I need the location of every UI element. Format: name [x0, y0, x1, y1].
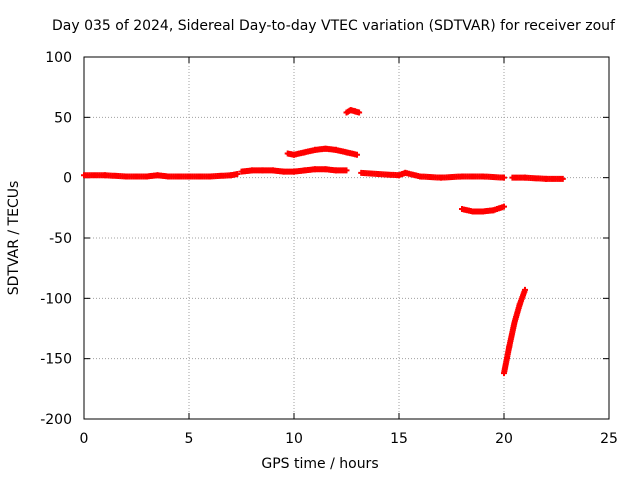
- y-tick-label: 0: [63, 171, 72, 187]
- x-axis-label: GPS time / hours: [261, 456, 379, 472]
- plus-marker: [234, 171, 241, 178]
- y-tick-label: 50: [54, 110, 72, 126]
- axis-ticks: 0 5 10 15 20 25 -200 -150 -100 -50 0 50 100: [40, 50, 618, 447]
- plus-marker: [559, 175, 566, 182]
- plus-marker: [522, 286, 528, 293]
- plus-marker: [356, 109, 363, 116]
- plus-marker: [354, 151, 360, 158]
- data-markers: [81, 107, 566, 377]
- x-tick-label: 0: [80, 431, 89, 447]
- series-arc-2: [238, 166, 350, 175]
- chart-title: Day 035 of 2024, Sidereal Day-to-day VTE…: [52, 18, 615, 34]
- y-tick-label: -200: [40, 412, 72, 428]
- x-tick-label: 15: [390, 431, 408, 447]
- series-arc-5: [358, 169, 507, 181]
- series-arc-8: [501, 286, 528, 377]
- y-tick-label: -50: [49, 231, 72, 247]
- y-tick-label: 100: [45, 50, 72, 66]
- x-tick-label: 10: [285, 431, 303, 447]
- plus-marker: [501, 203, 507, 210]
- y-tick-label: -150: [40, 352, 72, 368]
- series-arc-3: [284, 145, 360, 158]
- series-arc-1: [81, 171, 241, 180]
- plus-marker: [343, 167, 350, 174]
- x-tick-label: 20: [495, 431, 513, 447]
- x-tick-label: 25: [600, 431, 618, 447]
- x-tick-label: 5: [185, 431, 194, 447]
- series-arc-6: [459, 203, 507, 215]
- plus-marker: [501, 174, 507, 181]
- y-tick-label: -100: [40, 291, 72, 307]
- series-arc-4: [343, 107, 363, 116]
- series-arc-7: [509, 174, 566, 182]
